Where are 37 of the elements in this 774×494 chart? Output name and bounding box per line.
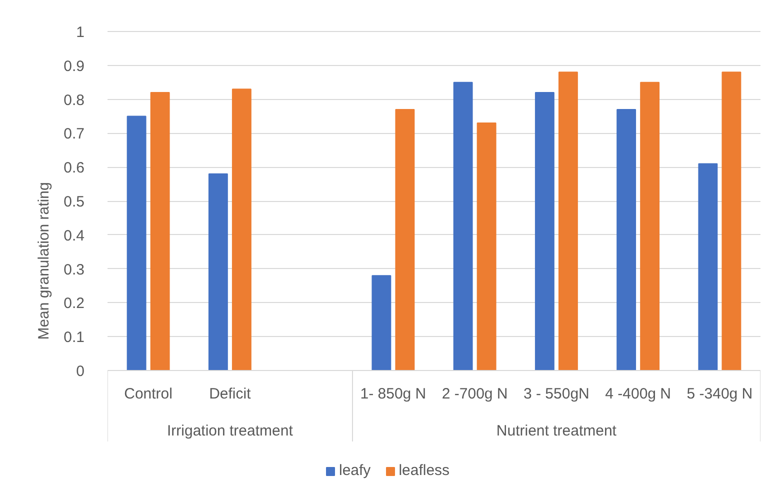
y-tick-label: 1: [76, 24, 84, 41]
bar: [476, 122, 496, 371]
x-tick-label: Deficit: [209, 386, 252, 402]
bar: [372, 275, 392, 371]
bar: [722, 72, 742, 371]
x-tick-label: Control: [124, 386, 172, 402]
legend-label: leafless: [398, 462, 450, 479]
x-tick-label: 5 -340g N: [686, 386, 753, 402]
x-tick-label: 3 - 550gN: [524, 386, 590, 402]
bar: [558, 72, 578, 371]
legend-label: leafy: [339, 462, 371, 479]
y-tick-label: 0.6: [64, 160, 85, 177]
y-tick-label: 0.8: [64, 92, 85, 109]
bar: [126, 116, 146, 371]
y-tick-label: 0.3: [64, 261, 85, 278]
y-tick-label: 0.7: [64, 126, 85, 143]
y-axis-title: Mean granulation rating: [36, 182, 53, 340]
bar: [698, 163, 718, 371]
y-tick-label: 0.5: [64, 194, 85, 210]
bar: [453, 82, 473, 371]
bar: [534, 92, 554, 371]
bar: [232, 88, 252, 371]
x-tick-label: 2 -700g N: [442, 386, 508, 402]
text: Nutrient treatment: [496, 422, 618, 440]
bar: [208, 173, 228, 371]
y-tick-label: 0.1: [64, 329, 85, 346]
bar: [616, 108, 636, 371]
text: Irrigation treatment: [166, 422, 294, 440]
y-tick-label: 0.2: [64, 295, 85, 312]
y-tick-label: 0.4: [64, 227, 85, 244]
bar: [395, 108, 415, 371]
x-tick-label: 1- 850g N: [360, 386, 426, 402]
x-tick-label: 4 -400g N: [605, 386, 671, 402]
bar: [640, 82, 660, 371]
y-tick-label: 0.9: [64, 58, 85, 75]
y-tick-label: 0: [76, 363, 84, 380]
bar: [150, 92, 170, 371]
